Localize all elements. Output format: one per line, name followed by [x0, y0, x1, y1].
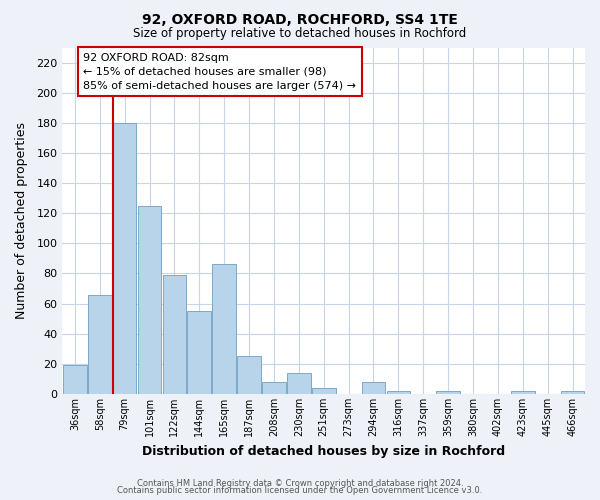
Bar — [386, 391, 410, 394]
Bar — [312, 388, 335, 394]
Text: 92 OXFORD ROAD: 82sqm
← 15% of detached houses are smaller (98)
85% of semi-deta: 92 OXFORD ROAD: 82sqm ← 15% of detached … — [83, 52, 356, 90]
Bar — [362, 382, 385, 394]
Bar — [113, 123, 136, 394]
Bar — [187, 311, 211, 394]
Text: Contains HM Land Registry data © Crown copyright and database right 2024.: Contains HM Land Registry data © Crown c… — [137, 478, 463, 488]
Bar — [262, 382, 286, 394]
Bar — [88, 294, 112, 394]
Bar — [163, 275, 186, 394]
Bar — [212, 264, 236, 394]
Bar — [138, 206, 161, 394]
Bar — [436, 391, 460, 394]
Bar — [237, 356, 261, 394]
Text: Contains public sector information licensed under the Open Government Licence v3: Contains public sector information licen… — [118, 486, 482, 495]
Text: Size of property relative to detached houses in Rochford: Size of property relative to detached ho… — [133, 28, 467, 40]
Bar — [287, 373, 311, 394]
Bar — [561, 391, 584, 394]
X-axis label: Distribution of detached houses by size in Rochford: Distribution of detached houses by size … — [142, 444, 505, 458]
Text: 92, OXFORD ROAD, ROCHFORD, SS4 1TE: 92, OXFORD ROAD, ROCHFORD, SS4 1TE — [142, 12, 458, 26]
Bar — [63, 366, 87, 394]
Y-axis label: Number of detached properties: Number of detached properties — [15, 122, 28, 320]
Bar — [511, 391, 535, 394]
